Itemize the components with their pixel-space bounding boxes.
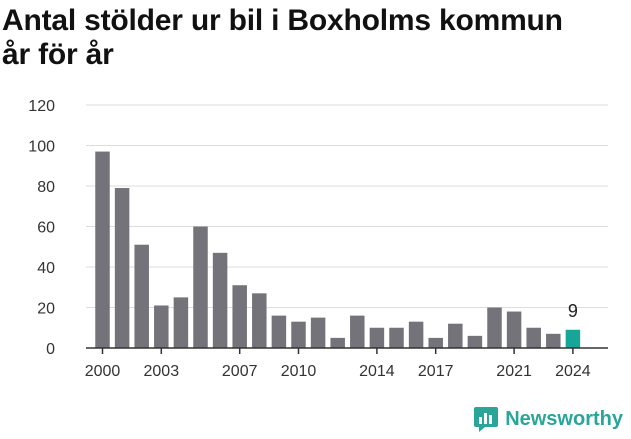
bar-2018 [448, 323, 463, 348]
y-tick-label: 80 [37, 179, 55, 196]
bar-2019 [467, 335, 483, 348]
bar-2001 [114, 188, 130, 348]
y-tick-label: 40 [37, 260, 55, 277]
bar-2010 [291, 321, 306, 348]
data-labels: 9 [568, 301, 578, 321]
y-tick-label: 0 [46, 341, 55, 358]
x-axis-ticks: 2000 2003 2007 2010 2014 2017 2021 2024 [85, 348, 591, 380]
x-tick-label: 2000 [85, 363, 121, 380]
bar-2014 [369, 327, 385, 348]
bar-2020 [487, 307, 502, 348]
x-tick-label: 2021 [496, 363, 532, 380]
x-tick-label: 2017 [418, 363, 454, 380]
bar-2021 [506, 311, 522, 348]
bar-2023 [546, 333, 561, 348]
brand-name: Newsworthy [505, 407, 623, 430]
bar-2015 [389, 327, 404, 348]
x-tick-label: 2003 [144, 363, 180, 380]
bar-2009 [271, 315, 287, 348]
bar-2016 [408, 321, 424, 348]
bar-2002 [134, 244, 149, 348]
bar-2005 [193, 226, 208, 348]
bar-2011 [310, 317, 326, 348]
x-tick-label: 2007 [222, 363, 258, 380]
bar-2013 [350, 315, 365, 348]
gridlines [86, 104, 608, 308]
x-tick-label: 2014 [359, 363, 395, 380]
x-tick-label: 2010 [281, 363, 317, 380]
bar-2000 [95, 151, 110, 348]
y-tick-label: 120 [28, 98, 55, 115]
brand-logo[interactable]: Newsworthy [473, 403, 623, 435]
bar-2007 [232, 285, 247, 348]
bar-2008 [252, 293, 267, 348]
y-tick-label: 60 [37, 220, 55, 237]
y-axis-tick-labels: 0 20 40 60 80 100 120 [28, 98, 55, 358]
chart-title-line-2: år för år [2, 38, 114, 71]
bar-chart: 0 20 40 60 80 100 120 2000 2003 2007 2010 2014 2017… [28, 98, 608, 380]
newsworthy-logo-icon [474, 407, 499, 432]
y-tick-label: 20 [37, 301, 55, 318]
y-tick-label: 100 [28, 139, 55, 156]
bar-2004 [173, 297, 189, 348]
bar-2022 [526, 327, 541, 348]
bar-2003 [154, 305, 169, 348]
x-tick-label: 2024 [555, 363, 591, 380]
chart-title: Antal stölder ur bil i Boxholms kommun å… [2, 4, 630, 72]
bar-2024 [565, 329, 581, 348]
bar-2012 [330, 337, 345, 348]
bar-2017 [428, 337, 443, 348]
data-label: 9 [568, 301, 578, 321]
chart-title-line-1: Antal stölder ur bil i Boxholms kommun [2, 4, 563, 37]
bar-2006 [212, 252, 228, 348]
bars [95, 151, 581, 348]
